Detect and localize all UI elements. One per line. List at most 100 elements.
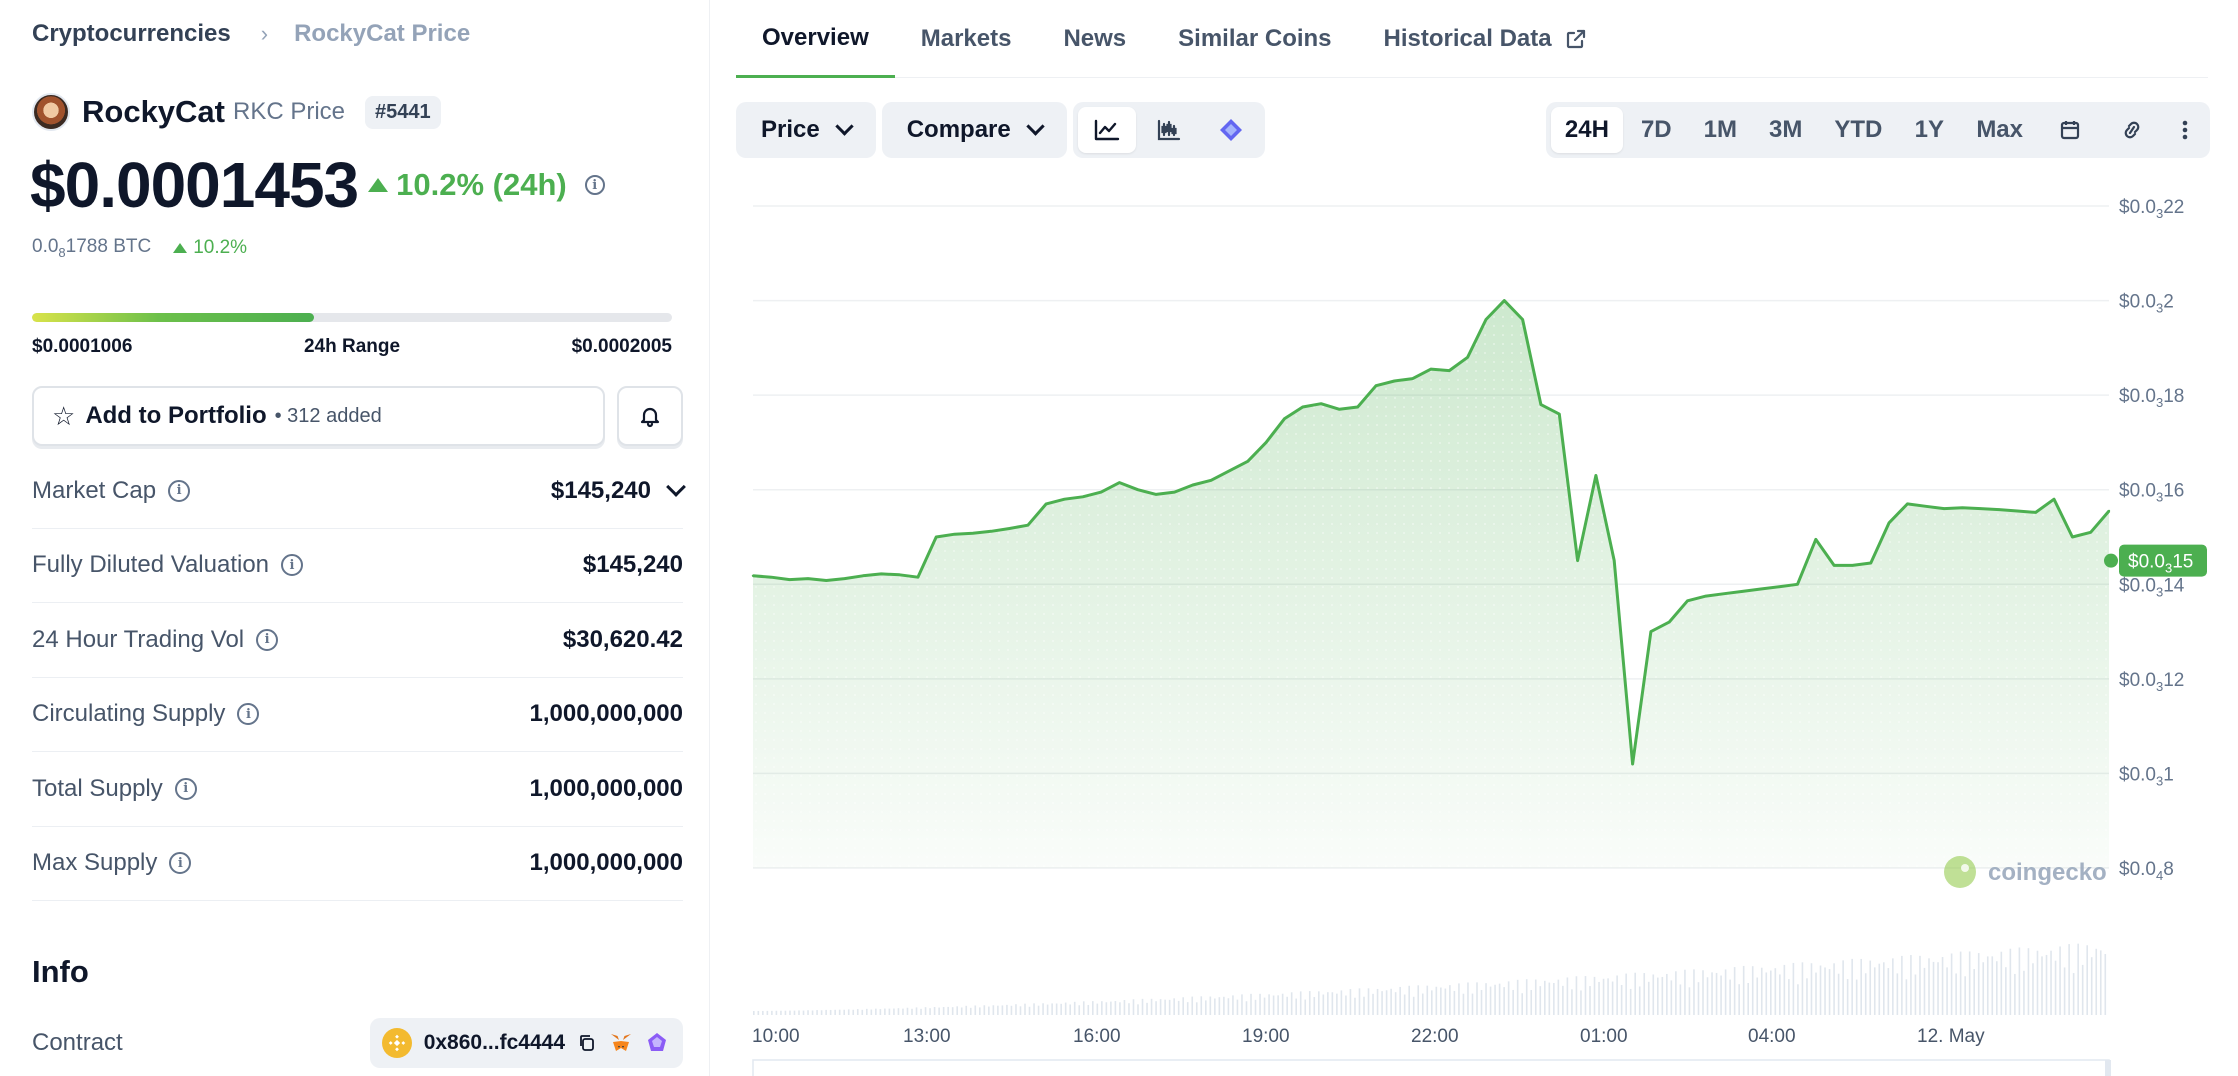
- volume-bar: [1431, 990, 1433, 1015]
- volume-bar: [1729, 979, 1731, 1015]
- tab-overview[interactable]: Overview: [736, 0, 895, 78]
- tab-news[interactable]: News: [1063, 25, 1127, 52]
- info-icon[interactable]: i: [168, 479, 191, 502]
- volume-bar: [1620, 984, 1623, 1015]
- volume-bar: [866, 1008, 868, 1015]
- extension-icon[interactable]: [645, 1031, 669, 1055]
- volume-bar: [1553, 982, 1555, 1015]
- volume-bar: [2041, 956, 2043, 1015]
- price-row: $0.0001453 10.2% (24h) i: [30, 148, 605, 222]
- volume-bar: [1128, 1003, 1130, 1015]
- copy-icon[interactable]: [577, 1033, 597, 1053]
- price-data-point: [880, 572, 883, 576]
- info-icon[interactable]: i: [169, 852, 192, 875]
- volume-bar: [915, 1007, 918, 1015]
- volume-bar: [1679, 984, 1682, 1015]
- range-1m[interactable]: 1M: [1703, 116, 1737, 143]
- more-options-button[interactable]: [2165, 107, 2205, 153]
- btc-price: 0.081788 BTC: [32, 236, 151, 260]
- breadcrumb-cryptocurrencies-link[interactable]: Cryptocurrencies: [32, 20, 231, 47]
- volume-bar: [1819, 965, 1822, 1015]
- volume-bar: [1290, 992, 1293, 1015]
- volume-bar: [1354, 997, 1356, 1015]
- volume-bar: [1494, 984, 1496, 1015]
- info-icon[interactable]: i: [256, 628, 279, 651]
- price-data-point: [1448, 369, 1451, 372]
- add-to-portfolio-label: Add to Portfolio: [85, 402, 267, 429]
- coin-summary-panel: Cryptocurrencies › RockyCat Price RockyC…: [0, 0, 710, 1076]
- info-icon[interactable]: i: [584, 175, 605, 195]
- volume-bar: [1132, 999, 1135, 1015]
- price-dropdown[interactable]: Price: [736, 102, 876, 158]
- volume-bar: [1688, 987, 1691, 1015]
- range-3m[interactable]: 3M: [1768, 116, 1803, 143]
- add-to-portfolio-button[interactable]: ☆ Add to Portfolio • 312 added: [32, 386, 605, 446]
- volume-bar: [897, 1008, 900, 1015]
- stat-value: 1,000,000,000: [529, 700, 683, 728]
- range-7d[interactable]: 7D: [1640, 116, 1672, 143]
- volume-bar: [1019, 1006, 1022, 1015]
- price-data-point: [1924, 505, 1927, 508]
- stat-circulating-supply: Circulating Supply i 1,000,000,000: [32, 678, 683, 752]
- price-data-point: [1319, 402, 1323, 405]
- volume-bar: [1842, 960, 1844, 1015]
- y-axis-tick-label: $0.0312: [2119, 670, 2184, 694]
- price-data-point: [1539, 403, 1543, 406]
- price-data-point: [1411, 377, 1414, 380]
- price-data-point: [1961, 506, 1964, 509]
- range-max[interactable]: Max: [1976, 116, 2023, 143]
- volume-bar: [1666, 973, 1668, 1015]
- price-alert-button[interactable]: [617, 386, 683, 446]
- price-chart[interactable]: $0.0322 $0.032 $0.0318 $0.0316 $0.0314 $0.031…: [736, 180, 2236, 1076]
- compare-dropdown[interactable]: Compare: [881, 102, 1067, 158]
- metamask-icon[interactable]: [609, 1032, 633, 1054]
- chart-type-toggle: [1072, 102, 1265, 158]
- volume-bar: [875, 1008, 877, 1015]
- volume-bar: [1268, 994, 1270, 1015]
- tab-similar-coins[interactable]: Similar Coins: [1178, 25, 1332, 52]
- price-data-point: [1228, 469, 1231, 472]
- triangle-up-icon: [173, 242, 188, 253]
- stat-market-cap[interactable]: Market Cap i $145,240: [32, 454, 686, 529]
- chevron-down-icon[interactable]: [666, 476, 686, 497]
- volume-bar: [1837, 973, 1840, 1015]
- calendar-button[interactable]: [2041, 107, 2099, 153]
- coin-tabs: Overview Markets News Similar Coins Hist…: [736, 0, 2208, 78]
- volume-bar: [1327, 992, 1329, 1015]
- line-chart-button[interactable]: [1077, 107, 1136, 153]
- volume-bar: [1629, 988, 1632, 1015]
- volume-bar: [1299, 991, 1302, 1015]
- volume-bar: [1634, 972, 1636, 1015]
- info-icon[interactable]: i: [281, 554, 304, 577]
- info-icon[interactable]: i: [237, 703, 260, 726]
- candlestick-chart-button[interactable]: [1140, 107, 1198, 153]
- range-24h[interactable]: 24H: [1550, 107, 1623, 153]
- volume-bar: [829, 1009, 832, 1015]
- volume-bar: [2018, 947, 2021, 1015]
- range-ytd[interactable]: YTD: [1834, 116, 1883, 143]
- volume-bar: [1562, 985, 1564, 1015]
- volume-bar: [1747, 983, 1749, 1015]
- volume-bar: [762, 1010, 764, 1015]
- volume-bar: [1883, 962, 1885, 1015]
- volume-bar: [2099, 950, 2102, 1015]
- volume-bar: [2059, 946, 2061, 1015]
- volume-bar: [1783, 964, 1786, 1015]
- volume-bar: [2095, 948, 2098, 1015]
- volume-bar: [838, 1009, 841, 1015]
- volume-bar: [1959, 951, 1962, 1015]
- volume-bar: [924, 1007, 927, 1015]
- tab-markets[interactable]: Markets: [920, 25, 1012, 52]
- volume-bar: [1932, 961, 1935, 1015]
- volume-bar: [1200, 996, 1203, 1015]
- navigator-handle: [2105, 1060, 2111, 1076]
- volume-bar: [2063, 967, 2066, 1015]
- info-icon[interactable]: i: [174, 777, 197, 800]
- volume-bar: [1534, 979, 1537, 1015]
- tradingview-button[interactable]: [1202, 107, 1260, 153]
- price-data-point: [1246, 460, 1249, 463]
- price-data-point: [1081, 495, 1085, 499]
- share-link-button[interactable]: [2103, 107, 2161, 153]
- tab-historical-data[interactable]: Historical Data: [1358, 0, 1614, 78]
- range-1y[interactable]: 1Y: [1914, 116, 1944, 143]
